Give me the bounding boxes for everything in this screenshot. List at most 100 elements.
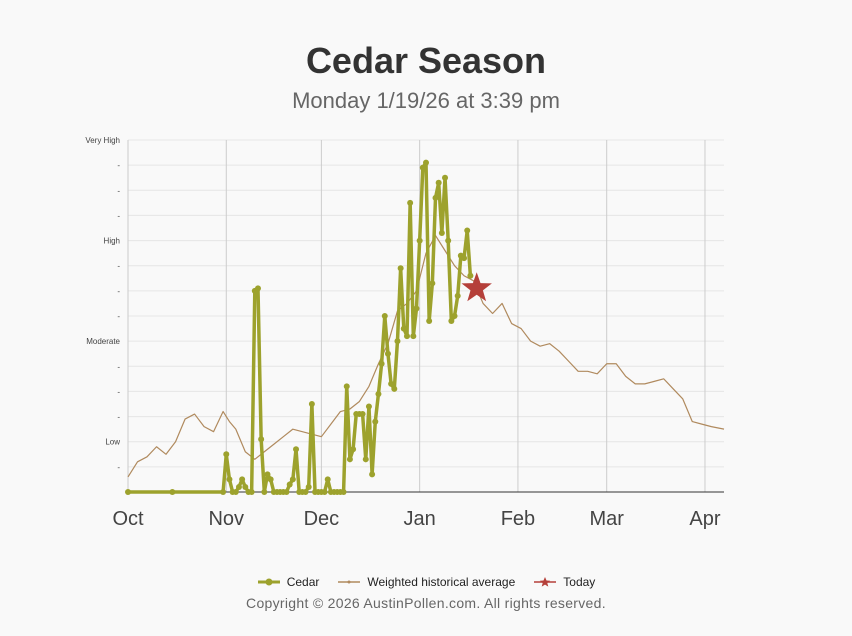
cedar-point: [220, 489, 227, 495]
cedar-point: [391, 385, 398, 392]
cedar-point: [407, 199, 414, 206]
cedar-point: [286, 481, 293, 488]
chart-title: Cedar Season: [305, 40, 547, 81]
cedar-point: [426, 318, 433, 325]
cedar-season-chart: Low Moderate High Very High - - - - - - - - - - Oct No…: [85, 136, 725, 530]
cedar-point: [432, 194, 439, 201]
historical-average-line: [127, 234, 725, 478]
cedar-point: [394, 338, 401, 345]
cedar-point: [419, 164, 426, 171]
y-tick-label: Very High: [85, 136, 120, 145]
cedar-point: [125, 489, 131, 495]
series-layer: [125, 159, 725, 495]
cedar-point: [340, 489, 347, 495]
x-tick-label: Feb: [501, 508, 535, 530]
cedar-point: [261, 489, 268, 495]
cedar-point: [226, 476, 233, 483]
cedar-point: [248, 489, 255, 495]
cedar-point: [321, 489, 328, 495]
legend-item-historical[interactable]: Weighted historical average: [337, 575, 515, 589]
cedar-point: [258, 436, 265, 443]
cedar-line: [128, 160, 473, 494]
y-minor-tick-label: -: [117, 161, 120, 170]
y-minor-tick-label: -: [117, 413, 120, 422]
y-tick-label: High: [104, 237, 120, 246]
x-tick-label: Mar: [589, 508, 624, 530]
y-minor-tick-label: -: [117, 211, 120, 220]
cedar-point: [384, 350, 391, 357]
cedar-point: [293, 446, 300, 453]
cedar-point: [308, 401, 315, 407]
cedar-point: [324, 476, 331, 483]
cedar-point: [302, 489, 309, 495]
cedar-point: [372, 418, 379, 425]
cedar-point: [435, 179, 442, 186]
cedar-point: [242, 483, 249, 490]
cedar-point: [369, 471, 376, 478]
legend-item-today[interactable]: Today: [533, 575, 595, 589]
cedar-point: [267, 476, 274, 483]
cedar-point: [423, 159, 429, 166]
y-tick-label: Low: [105, 438, 120, 447]
cedar-point: [264, 471, 271, 478]
cedar-point: [448, 318, 455, 325]
cedar-point: [283, 489, 290, 495]
cedar-point: [359, 411, 366, 418]
x-tick-label: Jan: [404, 508, 436, 530]
cedar-point: [429, 280, 436, 287]
today-star-marker: [461, 272, 492, 302]
legend-label-historical: Weighted historical average: [367, 575, 516, 589]
cedar-point: [438, 230, 445, 237]
cedar-point: [343, 383, 350, 390]
cedar-point: [461, 255, 468, 262]
x-tick-label: Nov: [208, 508, 244, 530]
legend-label-today: Today: [563, 575, 596, 589]
y-minor-tick-label: -: [117, 362, 120, 371]
chart-subtitle: Monday 1/19/26 at 3:39 pm: [292, 88, 560, 113]
cedar-point: [397, 265, 404, 272]
star-legend-icon: [534, 577, 557, 587]
copyright-notice: Copyright © 2026 AustinPollen.com. All r…: [246, 595, 606, 611]
cedar-point: [451, 313, 458, 319]
cedar-point: [445, 237, 452, 244]
y-minor-tick-label: -: [117, 287, 120, 296]
legend-label-cedar: Cedar: [286, 575, 320, 589]
x-tick-label: Dec: [304, 508, 340, 530]
cedar-point: [375, 390, 382, 397]
cedar-point: [350, 446, 357, 453]
cedar-point: [346, 456, 353, 463]
legend: Cedar Weighted historical average Today: [0, 575, 852, 589]
y-tick-label: Moderate: [86, 337, 120, 346]
x-tick-label: Oct: [112, 508, 144, 530]
cedar-point: [400, 325, 407, 332]
cedar-point: [388, 380, 395, 387]
cedar-point: [223, 451, 230, 458]
y-minor-tick-label: -: [117, 312, 120, 321]
cedar-point: [378, 360, 385, 367]
y-axis-labels: Low Moderate High Very High - - - - - - - - - -: [85, 136, 120, 472]
cedar-point: [403, 333, 410, 340]
cedar-point: [416, 237, 423, 244]
cedar-point: [413, 305, 420, 312]
cedar-point: [169, 489, 176, 495]
cedar-point: [232, 489, 239, 495]
cedar-point: [289, 476, 296, 483]
cedar-point: [464, 227, 471, 234]
cedar-point: [254, 285, 261, 292]
y-minor-tick-label: -: [117, 387, 120, 396]
cedar-point: [235, 483, 242, 490]
x-tick-label: Apr: [689, 508, 720, 530]
cedar-point: [365, 403, 372, 410]
y-minor-tick-label: -: [117, 463, 120, 472]
cedar-point: [442, 174, 449, 181]
cedar-point: [305, 483, 312, 490]
y-minor-tick-label: -: [117, 186, 120, 195]
cedar-point: [362, 456, 369, 463]
cedar-point: [454, 292, 461, 299]
y-minor-tick-label: -: [117, 262, 120, 271]
historical-legend-icon: [338, 580, 361, 584]
cedar-point: [467, 272, 474, 279]
cedar-point: [239, 476, 246, 483]
x-axis-labels: Oct Nov Dec Jan Feb Mar Apr: [112, 508, 720, 530]
legend-item-cedar[interactable]: Cedar: [257, 575, 320, 589]
